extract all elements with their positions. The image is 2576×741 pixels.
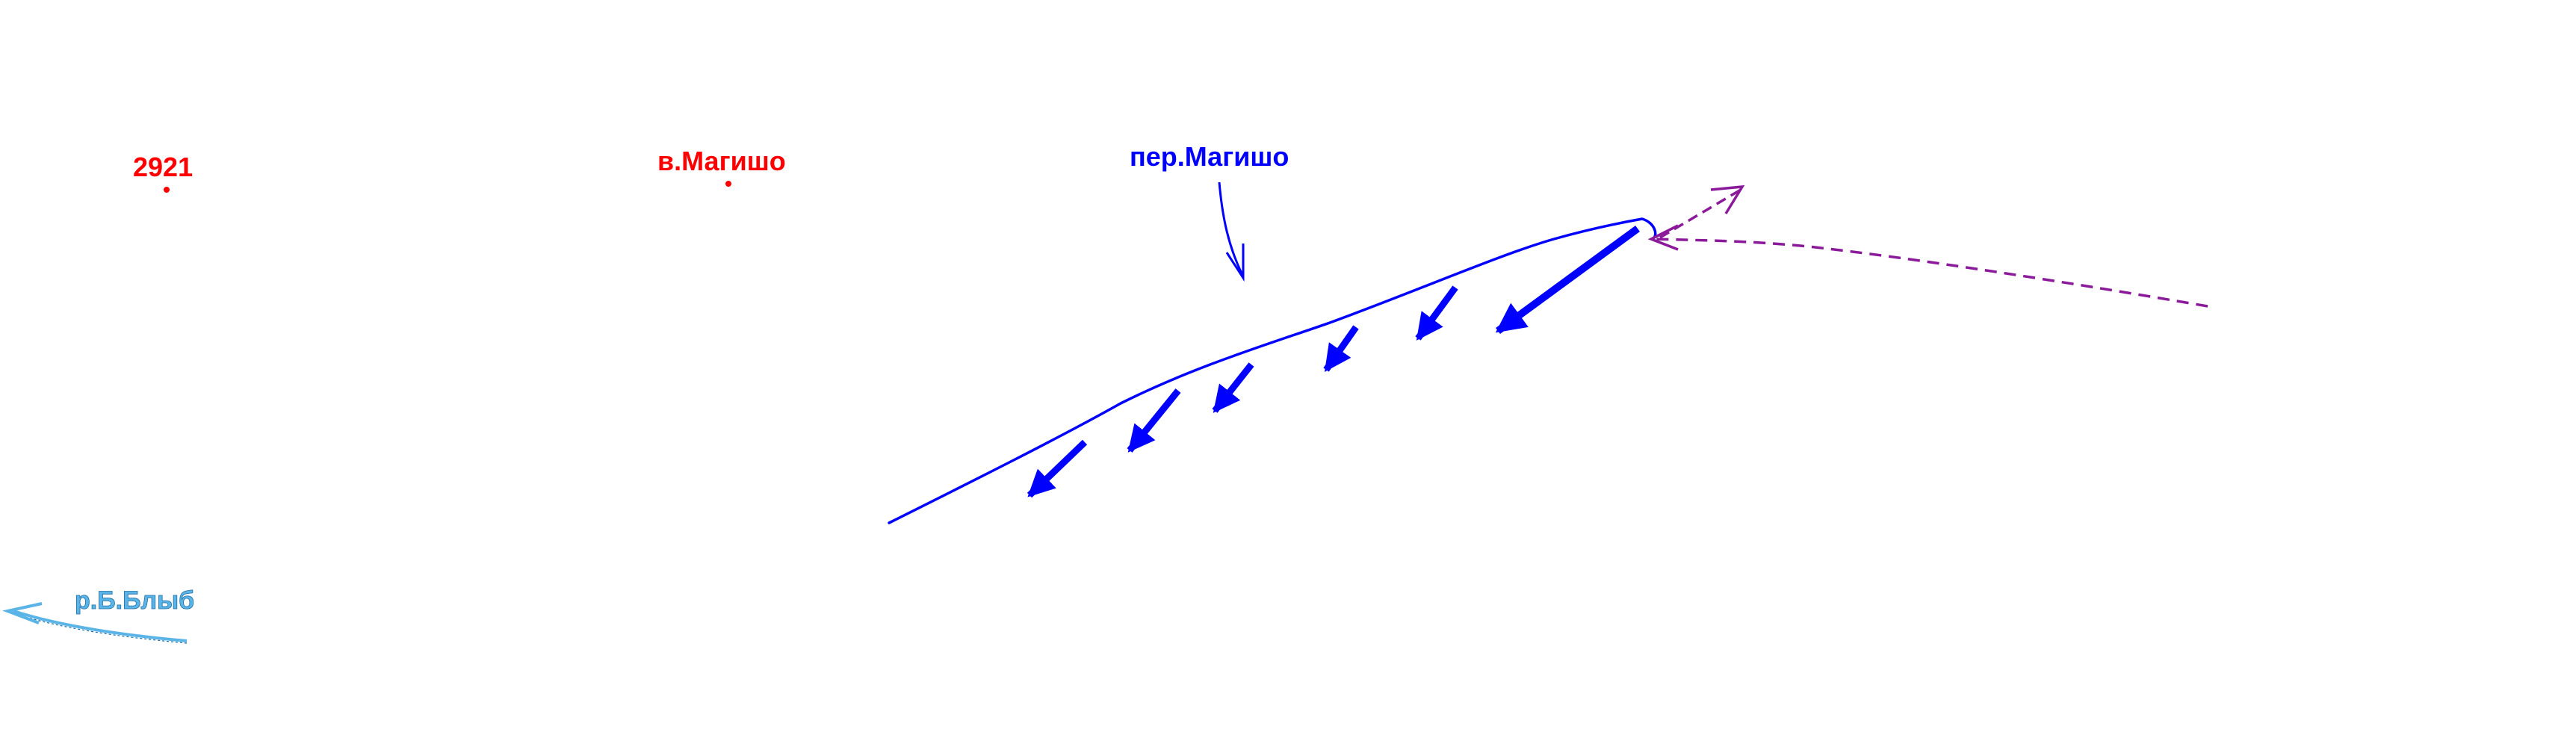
- pass-marker: пер.Магишо: [1130, 141, 1289, 282]
- descent-arrow-icon: [1027, 439, 1088, 498]
- summit-dot: [725, 181, 731, 187]
- descent-arrows: [1027, 225, 1640, 498]
- dashed-exit-arrowhead: [1710, 185, 1745, 214]
- descent-arrow-icon: [1495, 225, 1640, 335]
- river-label: р.Б.Блыб: [75, 586, 194, 615]
- descent-arrow-icon: [1415, 285, 1458, 341]
- ridge-route-line: [888, 217, 1657, 524]
- dashed-exit-line: [1659, 188, 1741, 239]
- pass-label: пер.Магишо: [1130, 141, 1289, 172]
- peak-elevation-dot: [164, 187, 170, 193]
- summit-marker: в.Магишо: [657, 146, 786, 187]
- dashed-route-arrowhead: [1647, 224, 1679, 251]
- dashed-route: [1647, 185, 2208, 308]
- pass-pointer-line: [1218, 182, 1245, 277]
- peak-elevation-marker: 2921: [133, 152, 193, 193]
- river-flow-arrowhead: [2, 602, 43, 624]
- descent-arrow-icon: [1127, 388, 1181, 453]
- river-marker: р.Б.Блыб: [2, 586, 195, 644]
- river-flow-line: [13, 610, 188, 642]
- descent-arrow-icon: [1323, 325, 1359, 372]
- peak-elevation-label: 2921: [133, 152, 193, 182]
- dashed-route-line: [1654, 238, 2208, 308]
- descent-arrow-icon: [1212, 362, 1254, 413]
- summit-label: в.Магишо: [657, 146, 786, 176]
- pass-pointer-arrowhead: [1225, 244, 1245, 282]
